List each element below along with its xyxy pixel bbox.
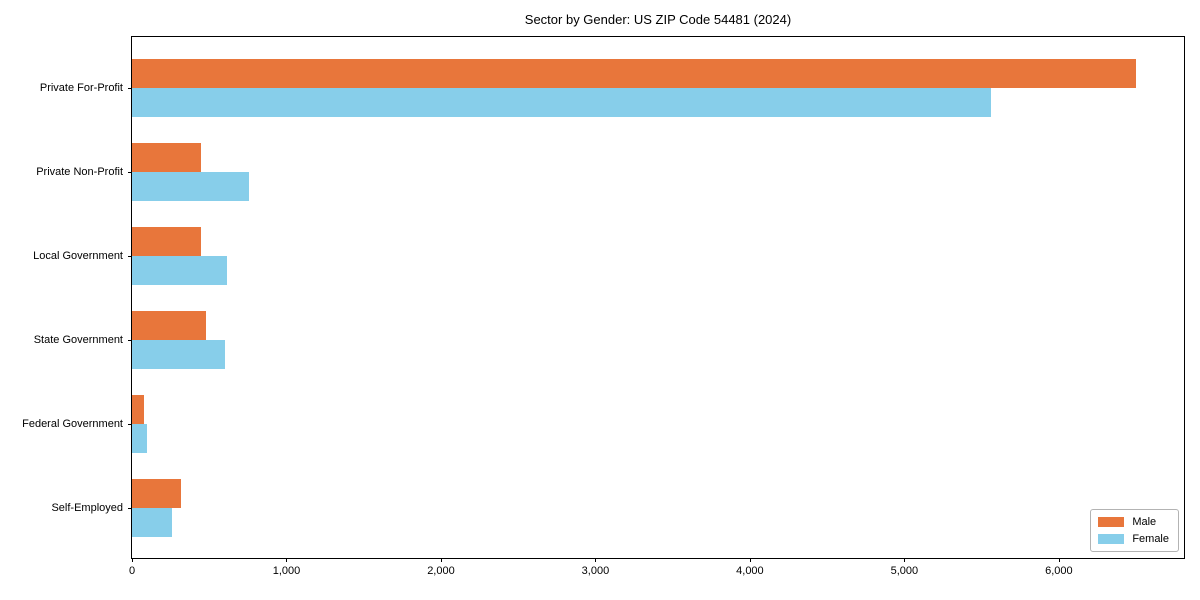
bar-female — [132, 256, 227, 285]
x-axis-tick-label: 6,000 — [1045, 565, 1073, 577]
bar-male — [132, 59, 1136, 88]
y-axis-category-label: Local Government — [33, 250, 123, 262]
x-axis-tick-label: 1,000 — [272, 565, 301, 577]
y-tick — [128, 172, 132, 173]
y-axis-category-label: Federal Government — [22, 418, 123, 430]
legend: Male Female — [1090, 509, 1179, 552]
x-tick — [132, 558, 133, 562]
y-tick — [128, 256, 132, 257]
x-tick — [440, 558, 442, 562]
legend-entry-male: Male — [1098, 516, 1169, 528]
bar-male — [132, 227, 201, 256]
legend-entry-female: Female — [1098, 533, 1169, 545]
x-tick — [904, 558, 906, 562]
bar-female — [132, 508, 172, 537]
x-tick — [286, 558, 288, 562]
y-tick — [128, 424, 132, 425]
y-axis-category-label: State Government — [33, 334, 123, 346]
bar-male — [132, 479, 181, 508]
x-axis: 0 1,000 2,000 3,000 4,000 5,000 6,000 — [129, 37, 1184, 577]
legend-swatch-male — [1098, 517, 1125, 527]
legend-label-male: Male — [1132, 516, 1157, 528]
bar-female — [132, 88, 991, 117]
y-axis: Private For-Profit Private Non-Profit Loca… — [22, 37, 1184, 558]
x-axis-tick-label: 0 — [128, 565, 136, 577]
y-axis-category-label: Private Non-Profit — [36, 166, 123, 178]
y-axis-category-label: Self-Employed — [51, 502, 123, 514]
y-tick — [128, 340, 132, 341]
bar-female — [132, 424, 147, 453]
legend-swatch-female — [1098, 534, 1125, 544]
chart-title: Sector by Gender: US ZIP Code 54481 (202… — [524, 12, 792, 27]
x-tick — [1058, 558, 1060, 562]
y-axis-category-label: Private For-Profit — [39, 82, 123, 94]
y-tick — [128, 508, 132, 509]
x-tick — [595, 558, 597, 562]
bar-male — [132, 143, 201, 172]
x-axis-tick-label: 3,000 — [581, 565, 610, 577]
bar-female — [132, 340, 225, 369]
legend-label-female: Female — [1132, 533, 1169, 545]
bars-layer — [132, 37, 1184, 558]
plot-area: Private For-Profit Private Non-Profit Loca… — [22, 36, 1185, 577]
bar-male — [132, 395, 144, 424]
bar-male — [132, 311, 206, 340]
x-axis-tick-label: 2,000 — [427, 565, 455, 577]
x-tick — [749, 558, 751, 562]
x-axis-tick-label: 4,000 — [736, 565, 764, 577]
bar-female — [132, 172, 249, 201]
x-axis-tick-label: 5,000 — [890, 565, 919, 577]
y-tick — [128, 88, 132, 89]
